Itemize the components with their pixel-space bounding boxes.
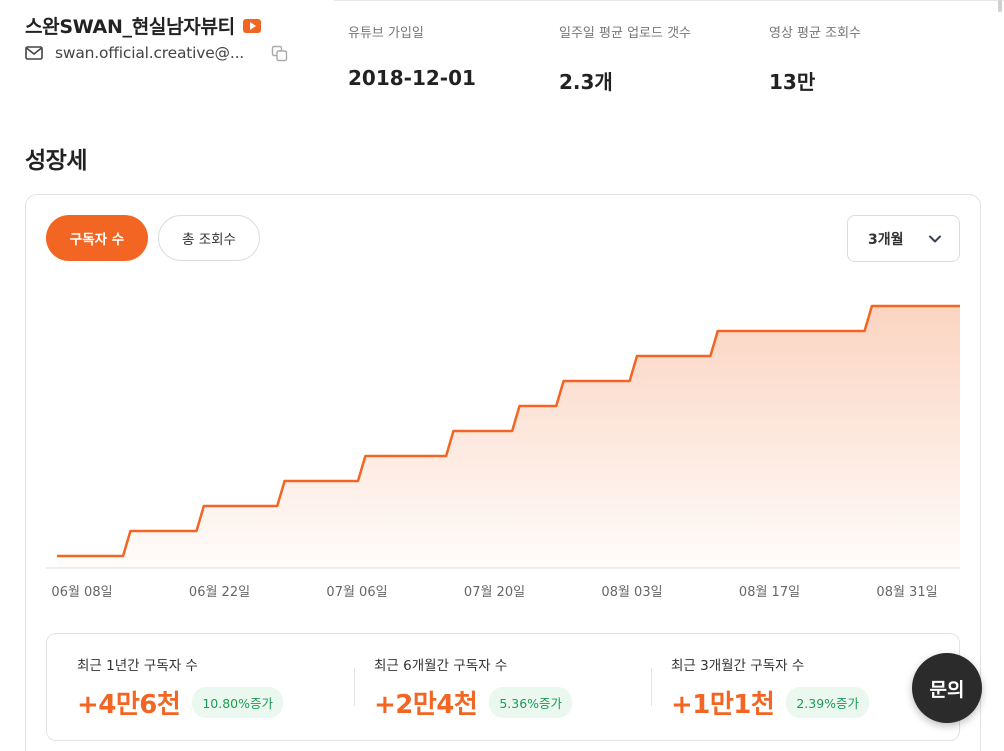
stat-label: 영상 평균 조회수	[769, 26, 861, 41]
growth-badge: 10.80%증가	[192, 687, 283, 718]
tab-subscribers[interactable]: 구독자 수	[46, 215, 148, 261]
summary-divider	[354, 668, 355, 706]
channel-email: swan.official.creative@...	[55, 44, 245, 62]
stat-join-date: 유튜브 가입일 2018-12-01	[348, 22, 476, 90]
scrollbar-thumb[interactable]	[998, 0, 1002, 12]
summary-value: +2만4천	[374, 690, 478, 720]
tab-total-views[interactable]: 총 조회수	[158, 215, 260, 261]
section-title: 성장세	[25, 148, 87, 174]
period-select-value: 3개월	[868, 231, 904, 248]
copy-icon[interactable]	[271, 45, 288, 62]
channel-name: 스완SWAN_현실남자뷰티	[25, 12, 261, 39]
summary-panel: 최근 1년간 구독자 수 +4만6천 10.80%증가 최근 6개월간 구독자 …	[46, 633, 960, 741]
x-tick-label: 08월 03일	[601, 585, 662, 600]
growth-badge: 2.39%증가	[786, 687, 870, 718]
summary-1year: 최근 1년간 구독자 수 +4만6천 10.80%증가	[77, 654, 283, 721]
stat-label: 유튜브 가입일	[348, 26, 424, 41]
x-tick-label: 07월 20일	[464, 585, 525, 600]
x-tick-label: 07월 06일	[326, 585, 387, 600]
summary-label: 최근 3개월간 구독자 수	[671, 658, 805, 674]
summary-6months: 최근 6개월간 구독자 수 +2만4천 5.36%증가	[374, 654, 573, 721]
summary-divider	[651, 668, 652, 706]
x-tick-label: 08월 31일	[876, 585, 937, 600]
stat-avg-views: 영상 평균 조회수 13만	[769, 22, 861, 95]
stat-value: 2.3개	[559, 70, 613, 94]
chart-series-line	[57, 304, 960, 558]
email-row: swan.official.creative@...	[25, 44, 288, 62]
chart-area-fill	[57, 306, 960, 568]
channel-name-text: 스완SWAN_현실남자뷰티	[25, 16, 235, 38]
growth-badge: 5.36%증가	[489, 687, 573, 718]
subscriber-growth-chart: 06월 08일 06월 22일 07월 06일 07월 20일 08월 03일 08월 1…	[46, 304, 960, 600]
x-tick-label: 06월 22일	[189, 585, 250, 600]
summary-value: +1만1천	[671, 690, 775, 720]
chevron-down-icon	[929, 235, 941, 243]
header-divider	[334, 0, 1004, 1]
youtube-icon[interactable]	[242, 18, 261, 33]
mail-icon	[25, 46, 43, 60]
stat-label: 일주일 평균 업로드 갯수	[559, 26, 691, 41]
x-tick-label: 06월 08일	[51, 585, 112, 600]
stat-value: 2018-12-01	[348, 66, 476, 90]
summary-label: 최근 6개월간 구독자 수	[374, 658, 508, 674]
inquiry-button[interactable]: 문의	[912, 653, 982, 723]
summary-value: +4만6천	[77, 690, 181, 720]
x-tick-label: 08월 17일	[739, 585, 800, 600]
stat-value: 13만	[769, 70, 816, 94]
stat-weekly-uploads: 일주일 평균 업로드 갯수 2.3개	[559, 22, 691, 95]
period-select[interactable]: 3개월	[847, 215, 960, 262]
summary-3months: 최근 3개월간 구독자 수 +1만1천 2.39%증가	[671, 654, 870, 721]
summary-label: 최근 1년간 구독자 수	[77, 658, 198, 674]
